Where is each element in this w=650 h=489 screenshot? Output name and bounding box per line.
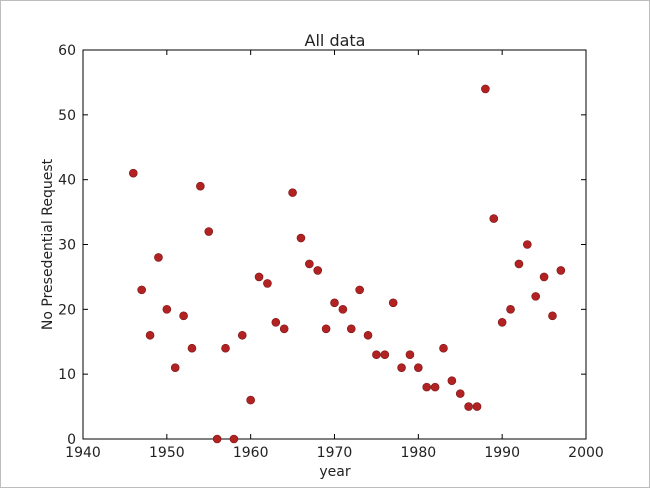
data-point bbox=[305, 259, 314, 269]
data-point bbox=[204, 227, 214, 236]
data-point bbox=[137, 285, 146, 295]
data-point bbox=[338, 305, 348, 314]
data-point bbox=[455, 389, 465, 398]
data-point bbox=[481, 84, 490, 94]
plot-area bbox=[82, 49, 587, 440]
y-tick-label: 0 bbox=[67, 432, 76, 448]
data-point bbox=[129, 168, 138, 178]
x-tick-label: 1990 bbox=[484, 445, 520, 461]
y-axis-label: No Presedential Request bbox=[40, 158, 56, 330]
data-point bbox=[296, 233, 306, 243]
y-tick-label: 20 bbox=[58, 302, 76, 318]
data-point bbox=[430, 382, 440, 392]
data-point bbox=[212, 434, 222, 444]
data-point bbox=[422, 382, 432, 392]
data-point bbox=[472, 402, 482, 411]
data-point bbox=[380, 350, 390, 360]
y-tick-label: 10 bbox=[58, 367, 76, 383]
y-axis: 0 10 20 30 40 50 60 bbox=[58, 43, 586, 448]
data-point bbox=[489, 214, 499, 223]
data-point bbox=[313, 266, 323, 275]
data-point bbox=[405, 350, 415, 360]
data-point bbox=[288, 188, 297, 197]
x-axis-label: year bbox=[319, 464, 350, 480]
data-point bbox=[321, 324, 331, 334]
data-point bbox=[330, 298, 339, 308]
x-tick-label: 1960 bbox=[233, 445, 269, 461]
y-tick-label: 50 bbox=[58, 108, 76, 124]
data-point bbox=[237, 330, 247, 340]
data-point bbox=[397, 363, 406, 372]
data-point bbox=[556, 266, 566, 275]
data-point bbox=[414, 363, 423, 372]
x-tick-label: 2000 bbox=[568, 445, 604, 461]
data-point bbox=[271, 317, 281, 327]
data-point bbox=[179, 311, 188, 321]
data-point bbox=[372, 350, 381, 360]
y-tick-label: 30 bbox=[58, 238, 76, 254]
data-point bbox=[246, 395, 255, 405]
data-point bbox=[221, 343, 230, 353]
data-point bbox=[523, 240, 532, 249]
data-point bbox=[187, 343, 197, 353]
data-point bbox=[447, 376, 457, 385]
data-point bbox=[145, 330, 155, 340]
y-tick-label: 60 bbox=[58, 43, 76, 59]
data-point bbox=[254, 272, 264, 282]
data-point bbox=[355, 285, 364, 295]
data-points bbox=[129, 84, 566, 444]
data-point bbox=[388, 298, 398, 308]
data-point bbox=[196, 181, 205, 191]
data-point bbox=[464, 402, 473, 411]
data-point bbox=[363, 330, 373, 340]
data-point bbox=[170, 363, 180, 372]
chart-title: All data bbox=[305, 31, 366, 50]
data-point bbox=[346, 324, 356, 334]
data-point bbox=[531, 292, 541, 301]
x-tick-label: 1970 bbox=[317, 445, 353, 461]
data-point bbox=[162, 305, 172, 314]
data-point bbox=[263, 279, 272, 288]
x-tick-label: 1940 bbox=[65, 445, 101, 461]
data-point bbox=[514, 259, 524, 269]
data-point bbox=[506, 305, 515, 314]
data-point bbox=[439, 343, 448, 353]
x-axis: 1940 1950 1960 1970 1980 1990 2000 bbox=[65, 50, 604, 461]
data-point bbox=[154, 253, 163, 262]
data-point bbox=[539, 272, 549, 282]
data-point bbox=[548, 311, 557, 321]
data-point bbox=[497, 317, 507, 327]
data-point bbox=[229, 434, 239, 444]
x-tick-label: 1980 bbox=[401, 445, 437, 461]
y-tick-label: 40 bbox=[58, 173, 76, 189]
data-point bbox=[279, 324, 289, 334]
x-tick-label: 1950 bbox=[149, 445, 185, 461]
